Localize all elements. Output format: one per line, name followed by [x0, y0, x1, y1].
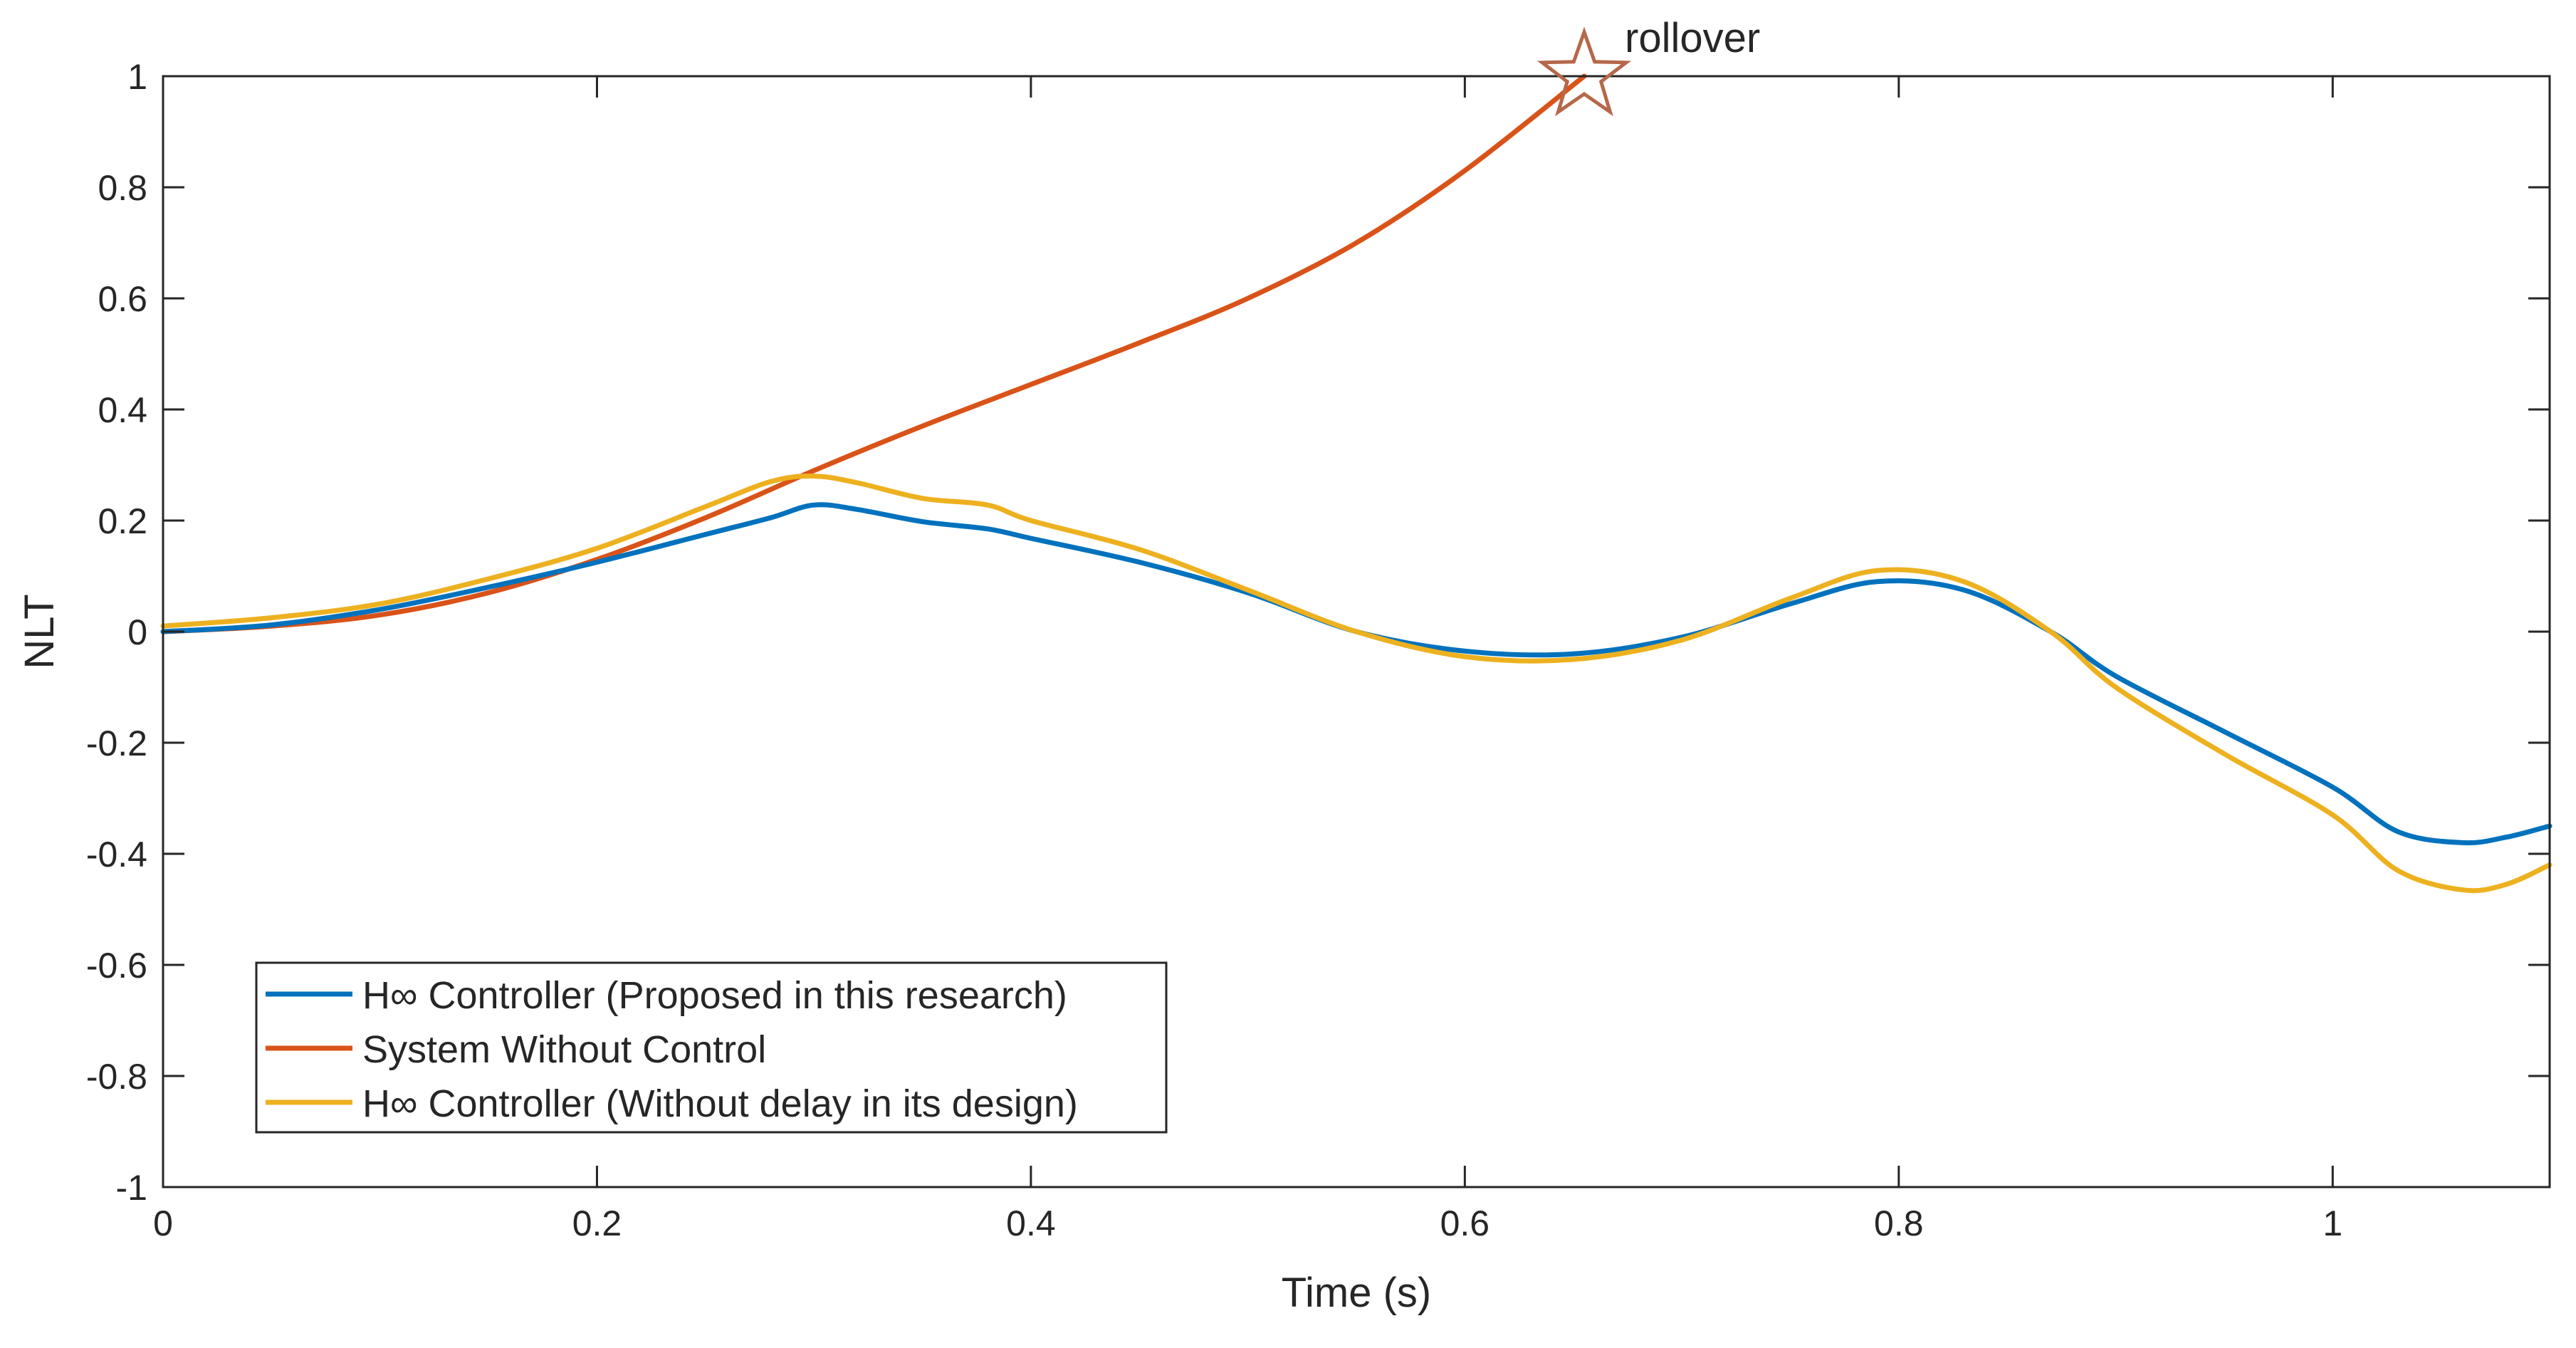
y-tick-label: 0.2: [98, 501, 147, 541]
series-layer: [160, 73, 2553, 894]
x-tick-label: 0.6: [1440, 1203, 1490, 1243]
x-tick-label: 0.8: [1874, 1203, 1924, 1243]
y-tick-label: 0.4: [98, 390, 147, 430]
y-tick-label: -0.8: [86, 1057, 147, 1097]
y-tick-label: -0.2: [86, 723, 147, 763]
y-tick-label: -0.6: [86, 946, 147, 986]
x-tick-label: 0.4: [1006, 1203, 1056, 1243]
rollover-annotation: rollover: [1625, 15, 1760, 61]
x-tick-label: 1: [2323, 1203, 2342, 1243]
y-tick-label: 1: [127, 57, 147, 97]
y-axis-label: NLT: [16, 594, 63, 669]
legend-label-no-control: System Without Control: [362, 1028, 766, 1071]
legend-label-hinf-proposed: H∞ Controller (Proposed in this research…: [362, 974, 1067, 1017]
tick-layer: 0 0.2 0.4 0.6 0.8 1 -1 -0.8 -0.6 -0.4 -0.2 0 0.2 0.4 0…: [86, 57, 2550, 1243]
series-line-no-control: [160, 73, 1587, 634]
rollover-star-icon: [1536, 26, 1632, 117]
y-tick-label: 0: [127, 612, 147, 652]
y-tick-label: 0.8: [98, 168, 147, 208]
legend-label-hinf-no-delay: H∞ Controller (Without delay in its desi…: [362, 1082, 1078, 1125]
legend-box: [255, 961, 1168, 1134]
legend: H∞ Controller (Proposed in this research…: [255, 961, 1168, 1134]
annotation-layer: rollover: [1536, 15, 1760, 117]
y-tick-label: -1: [116, 1168, 147, 1208]
x-tick-label: 0.2: [572, 1203, 622, 1243]
x-axis-label: Time (s): [1282, 1270, 1431, 1316]
y-tick-label: -0.4: [86, 835, 147, 874]
y-tick-label: 0.6: [98, 279, 147, 319]
series-line-hinf-no-delay: [160, 474, 2553, 894]
x-tick-label: 0: [153, 1203, 173, 1243]
